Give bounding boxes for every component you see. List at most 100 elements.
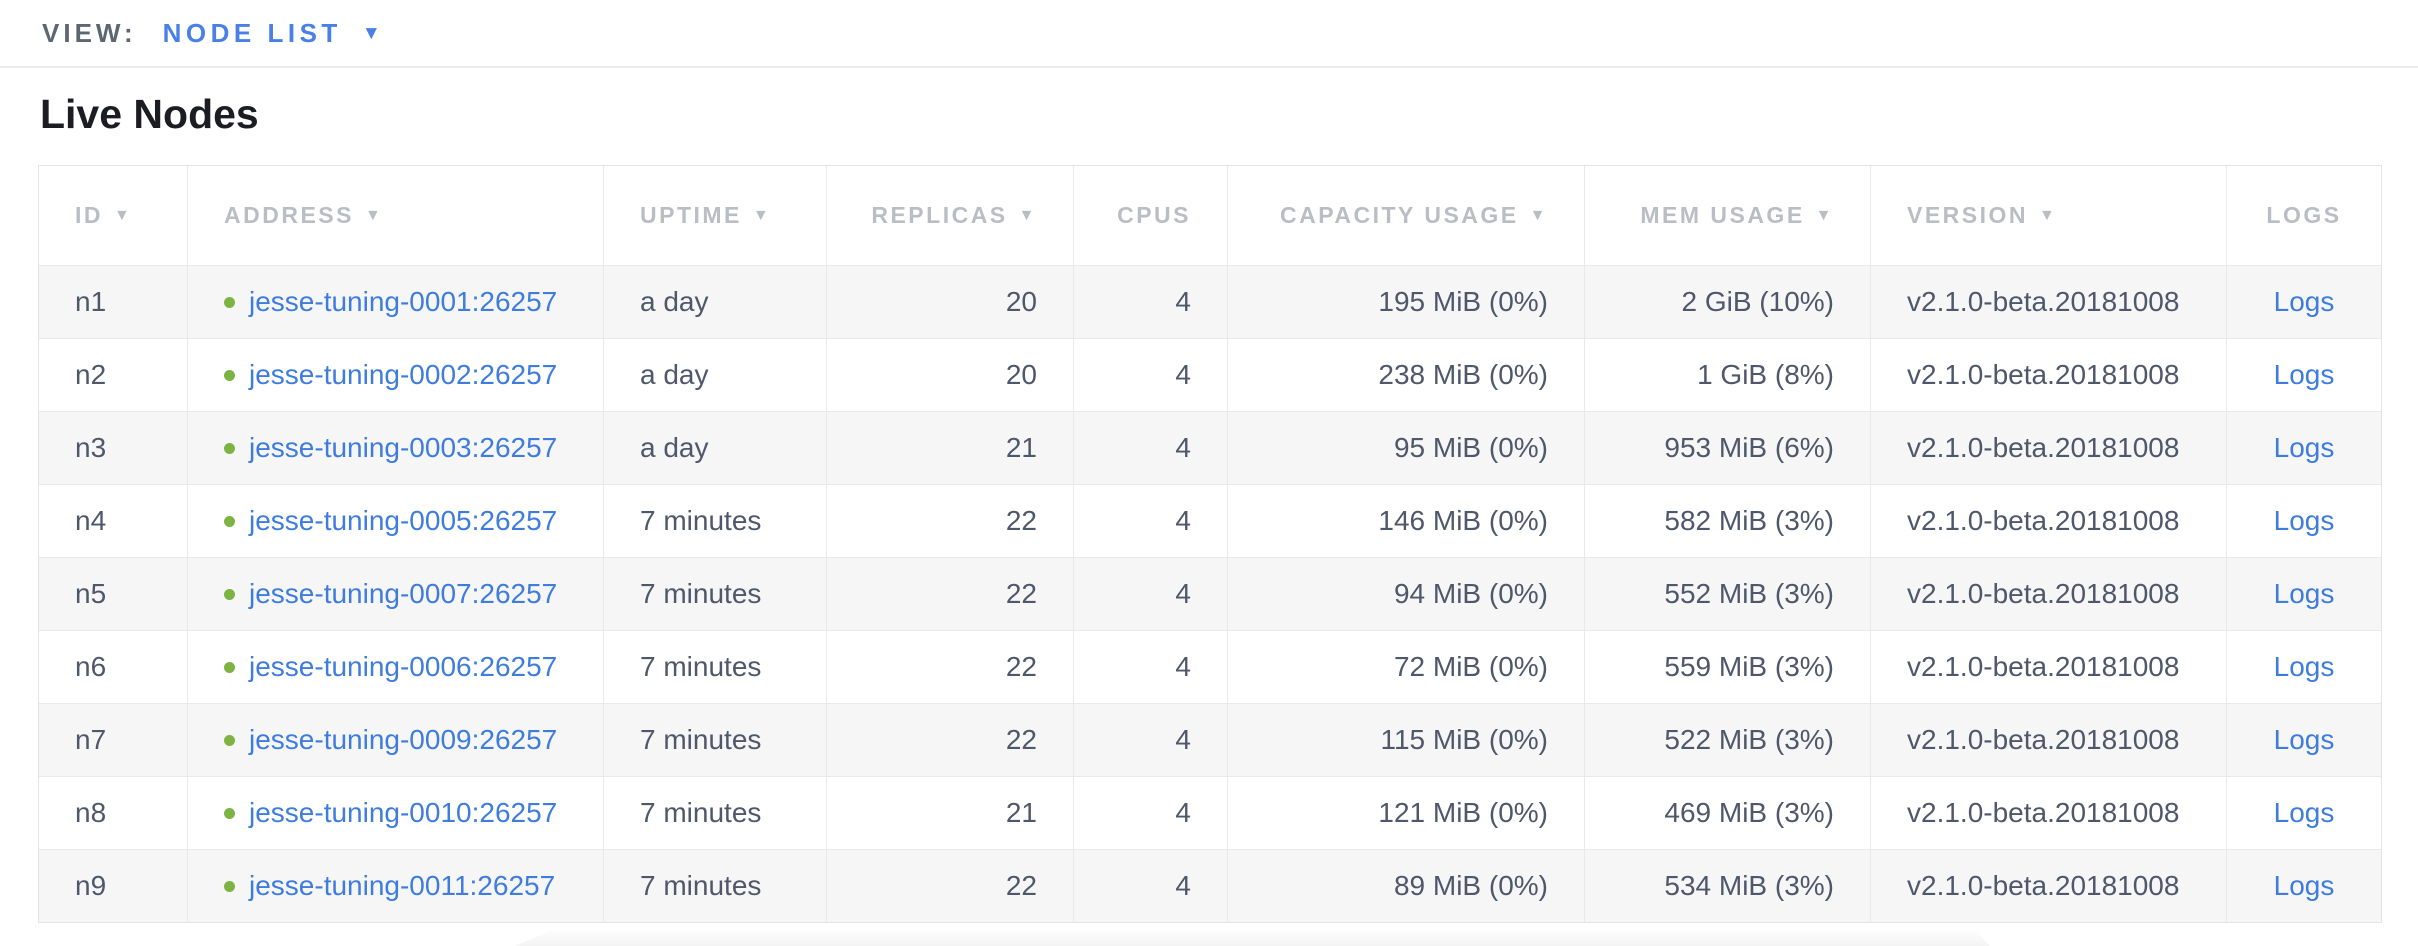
node-mem-usage-cell: 469 MiB (3%) xyxy=(1585,777,1871,849)
table-row: n1 jesse-tuning-0001:26257 a day 20 4 19… xyxy=(39,265,2381,338)
sort-desc-icon: ▼ xyxy=(2039,206,2058,224)
node-address-cell: jesse-tuning-0007:26257 xyxy=(188,558,604,630)
node-logs-cell: Logs xyxy=(2227,777,2381,849)
node-version-cell: v2.1.0-beta.20181008 xyxy=(1871,631,2227,703)
node-version-cell: v2.1.0-beta.20181008 xyxy=(1871,704,2227,776)
node-address-link[interactable]: jesse-tuning-0006:26257 xyxy=(249,651,558,682)
node-address-link[interactable]: jesse-tuning-0009:26257 xyxy=(249,724,558,755)
column-header-version[interactable]: VERSION ▼ xyxy=(1871,166,2227,265)
column-header-cpus[interactable]: CPUS xyxy=(1074,166,1228,265)
node-address-link[interactable]: jesse-tuning-0011:26257 xyxy=(249,870,556,901)
view-dropdown-value[interactable]: NODE LIST xyxy=(162,17,342,48)
sort-desc-icon: ▼ xyxy=(364,206,384,224)
node-replicas-cell: 21 xyxy=(827,412,1074,484)
table-header: ID ▼ ADDRESS ▼ UPTIME ▼ REPLICAS ▼ CPUS xyxy=(39,166,2381,265)
table-body: n1 jesse-tuning-0001:26257 a day 20 4 19… xyxy=(39,265,2381,922)
node-address-cell: jesse-tuning-0001:26257 xyxy=(188,266,604,338)
node-mem-usage-cell: 522 MiB (3%) xyxy=(1585,704,1871,776)
node-address-link[interactable]: jesse-tuning-0003:26257 xyxy=(249,432,558,463)
node-id-cell: n8 xyxy=(39,777,188,849)
node-uptime-cell: 7 minutes xyxy=(604,850,827,922)
logs-link[interactable]: Logs xyxy=(2273,578,2335,609)
node-uptime-cell: 7 minutes xyxy=(604,704,827,776)
view-bar: VIEW: NODE LIST ▼ xyxy=(0,0,2418,68)
table-row: n2 jesse-tuning-0002:26257 a day 20 4 23… xyxy=(39,338,2381,411)
node-uptime-cell: 7 minutes xyxy=(604,631,827,703)
node-id-cell: n3 xyxy=(39,412,188,484)
node-version-cell: v2.1.0-beta.20181008 xyxy=(1871,777,2227,849)
node-logs-cell: Logs xyxy=(2227,558,2381,630)
column-header-capacity-usage[interactable]: CAPACITY USAGE ▼ xyxy=(1228,166,1585,265)
node-cpus-cell: 4 xyxy=(1074,339,1228,411)
node-capacity-usage-cell: 195 MiB (0%) xyxy=(1228,266,1585,338)
node-uptime-cell: 7 minutes xyxy=(604,485,827,557)
column-header-logs: LOGS xyxy=(2266,202,2342,228)
node-replicas-cell: 22 xyxy=(827,631,1074,703)
node-cpus-cell: 4 xyxy=(1074,850,1228,922)
table-row: n3 jesse-tuning-0003:26257 a day 21 4 95… xyxy=(39,411,2381,484)
node-capacity-usage-cell: 146 MiB (0%) xyxy=(1228,485,1585,557)
node-address-link[interactable]: jesse-tuning-0010:26257 xyxy=(249,797,558,828)
node-replicas-cell: 22 xyxy=(827,850,1074,922)
node-capacity-usage-cell: 115 MiB (0%) xyxy=(1228,704,1585,776)
node-live-status-icon xyxy=(224,442,235,454)
logs-link[interactable]: Logs xyxy=(2273,797,2335,828)
node-version-cell: v2.1.0-beta.20181008 xyxy=(1871,266,2227,338)
node-version-cell: v2.1.0-beta.20181008 xyxy=(1871,339,2227,411)
column-header-uptime[interactable]: UPTIME ▼ xyxy=(604,166,827,265)
node-live-status-icon xyxy=(224,880,235,892)
node-address-link[interactable]: jesse-tuning-0002:26257 xyxy=(249,359,558,390)
column-header-id[interactable]: ID ▼ xyxy=(39,166,188,265)
node-cpus-cell: 4 xyxy=(1074,777,1228,849)
node-address-link[interactable]: jesse-tuning-0001:26257 xyxy=(249,286,558,317)
column-header-address[interactable]: ADDRESS ▼ xyxy=(188,166,604,265)
table-row: n6 jesse-tuning-0006:26257 7 minutes 22 … xyxy=(39,630,2381,703)
node-address-link[interactable]: jesse-tuning-0007:26257 xyxy=(249,578,558,609)
node-id-cell: n6 xyxy=(39,631,188,703)
view-dropdown[interactable]: NODE LIST ▼ xyxy=(163,18,381,49)
column-header-replicas[interactable]: REPLICAS ▼ xyxy=(827,166,1074,265)
logs-link[interactable]: Logs xyxy=(2273,432,2335,463)
node-mem-usage-cell: 2 GiB (10%) xyxy=(1585,266,1871,338)
next-section-shadow xyxy=(515,930,1990,946)
node-capacity-usage-cell: 121 MiB (0%) xyxy=(1228,777,1585,849)
node-uptime-cell: a day xyxy=(604,266,827,338)
sort-desc-icon: ▼ xyxy=(1529,206,1548,224)
table-header-row: ID ▼ ADDRESS ▼ UPTIME ▼ REPLICAS ▼ CPUS xyxy=(39,166,2381,265)
logs-link[interactable]: Logs xyxy=(2273,359,2335,390)
node-uptime-cell: 7 minutes xyxy=(604,558,827,630)
logs-link[interactable]: Logs xyxy=(2273,286,2335,317)
sort-desc-icon: ▼ xyxy=(1018,206,1037,224)
node-uptime-cell: 7 minutes xyxy=(604,777,827,849)
node-address-cell: jesse-tuning-0003:26257 xyxy=(188,412,604,484)
table-row: n9 jesse-tuning-0011:26257 7 minutes 22 … xyxy=(39,849,2381,922)
node-mem-usage-cell: 953 MiB (6%) xyxy=(1585,412,1871,484)
node-address-link[interactable]: jesse-tuning-0005:26257 xyxy=(249,505,558,536)
logs-link[interactable]: Logs xyxy=(2273,724,2335,755)
node-replicas-cell: 22 xyxy=(827,558,1074,630)
node-id-cell: n2 xyxy=(39,339,188,411)
table-row: n4 jesse-tuning-0005:26257 7 minutes 22 … xyxy=(39,484,2381,557)
logs-link[interactable]: Logs xyxy=(2273,651,2335,682)
column-header-mem-usage[interactable]: MEM USAGE ▼ xyxy=(1585,166,1871,265)
logs-link[interactable]: Logs xyxy=(2273,870,2335,901)
node-version-cell: v2.1.0-beta.20181008 xyxy=(1871,558,2227,630)
node-capacity-usage-cell: 95 MiB (0%) xyxy=(1228,412,1585,484)
node-cpus-cell: 4 xyxy=(1074,485,1228,557)
node-version-cell: v2.1.0-beta.20181008 xyxy=(1871,485,2227,557)
node-address-cell: jesse-tuning-0009:26257 xyxy=(188,704,604,776)
node-mem-usage-cell: 1 GiB (8%) xyxy=(1585,339,1871,411)
node-cpus-cell: 4 xyxy=(1074,631,1228,703)
logs-link[interactable]: Logs xyxy=(2273,505,2335,536)
node-capacity-usage-cell: 94 MiB (0%) xyxy=(1228,558,1585,630)
node-live-status-icon xyxy=(224,369,235,381)
node-live-status-icon xyxy=(224,807,235,819)
node-live-status-icon xyxy=(224,661,235,673)
node-mem-usage-cell: 534 MiB (3%) xyxy=(1585,850,1871,922)
node-replicas-cell: 22 xyxy=(827,485,1074,557)
sort-desc-icon: ▼ xyxy=(1815,206,1834,224)
node-live-status-icon xyxy=(224,588,235,600)
node-id-cell: n1 xyxy=(39,266,188,338)
node-address-cell: jesse-tuning-0010:26257 xyxy=(188,777,604,849)
